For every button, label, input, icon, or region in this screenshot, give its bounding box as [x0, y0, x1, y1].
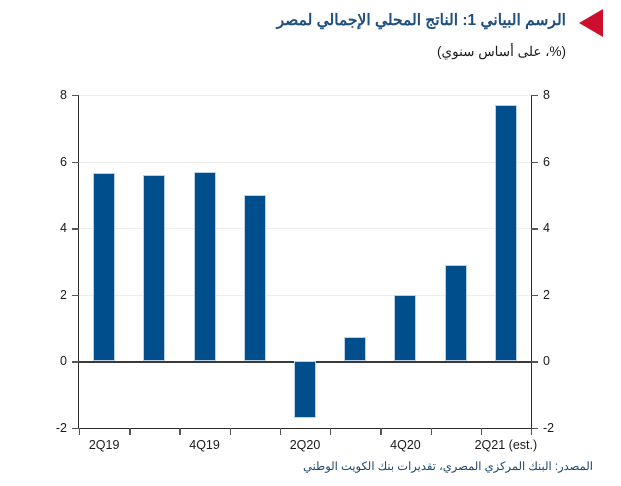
- y-axis-label-right: 2: [543, 287, 550, 302]
- bar-series: [79, 95, 531, 428]
- x-axis-label: 2Q19: [88, 438, 120, 452]
- x-axis-tick: [480, 428, 483, 435]
- y-axis-label-right: 0: [543, 354, 550, 369]
- x-axis-label: 2Q21 (est.): [474, 438, 538, 452]
- chart-plot-wrapper: -2 -2 0 0 2 2 4 4 6 6 8 8 2Q19 4Q19 2Q20 4Q20 2Q21 (est…: [0, 72, 621, 452]
- x-axis-tick: [531, 428, 533, 435]
- x-axis-label: 4Q19: [189, 438, 220, 452]
- gridline: [79, 294, 531, 296]
- bar: [143, 174, 166, 362]
- bar: [294, 361, 316, 418]
- chart-plot-area: -2 -2 0 0 2 2 4 4 6 6 8 8 2Q19 4Q19 2Q20 4Q20 2Q21 (est…: [56, 89, 554, 451]
- y-axis-label-right: -2: [543, 421, 555, 435]
- bar: [344, 337, 367, 362]
- y-axis-label-right: 8: [543, 88, 550, 102]
- y-axis-label-left: 6: [60, 154, 67, 169]
- y-axis-label-right: 4: [543, 221, 550, 236]
- y-axis-tick-right: [531, 428, 538, 430]
- bar: [394, 294, 417, 362]
- y-axis-label-left: 8: [60, 88, 67, 102]
- y-axis-tick-right: [531, 294, 538, 297]
- y-axis-label-left: -2: [55, 421, 67, 435]
- gridline: [79, 228, 531, 230]
- x-axis-tick: [229, 428, 231, 435]
- y-axis-tick-left: [72, 161, 79, 163]
- x-axis-tick: [279, 428, 282, 435]
- y-axis-tick-right: [531, 361, 538, 363]
- y-axis-label-left: 2: [60, 287, 67, 302]
- y-axis-label-left: 0: [60, 354, 67, 369]
- page-title: الرسم البياني 1: الناتج المحلي الإجمالي …: [276, 12, 566, 29]
- chart-header: الرسم البياني 1: الناتج المحلي الإجمالي …: [0, 0, 621, 72]
- x-axis-label: 2Q20: [289, 438, 321, 452]
- x-axis-label: 4Q20: [390, 438, 421, 452]
- x-axis-tick: [380, 428, 382, 435]
- x-axis-tick: [179, 428, 181, 435]
- y-axis-tick-left: [72, 428, 79, 430]
- x-axis-tick: [430, 428, 432, 435]
- bar: [243, 194, 266, 362]
- y-axis-tick-right: [531, 95, 538, 97]
- gridline: [79, 95, 531, 96]
- chart-subtitle: (%، على أساس سنوي): [437, 44, 566, 59]
- y-axis-tick-left: [72, 228, 79, 230]
- bar: [93, 173, 116, 362]
- y-axis-label-right: 6: [543, 154, 550, 169]
- left-triangle-icon: [579, 9, 603, 37]
- y-axis-tick-right: [531, 161, 538, 163]
- y-axis-tick-right: [531, 228, 538, 230]
- bar: [444, 264, 467, 362]
- y-axis-tick-left: [72, 95, 79, 97]
- bar: [193, 171, 216, 362]
- x-axis-tick: [79, 428, 81, 435]
- x-axis-tick: [129, 428, 131, 435]
- bar: [494, 104, 517, 362]
- source-note: المصدر: البنك المركزي المصري، تقديرات بن…: [302, 461, 593, 473]
- x-axis-tick: [330, 428, 332, 435]
- y-axis-label-left: 4: [60, 221, 67, 236]
- gridline: [79, 161, 531, 163]
- y-axis-tick-left: [72, 294, 79, 297]
- y-axis-tick-left: [72, 361, 79, 363]
